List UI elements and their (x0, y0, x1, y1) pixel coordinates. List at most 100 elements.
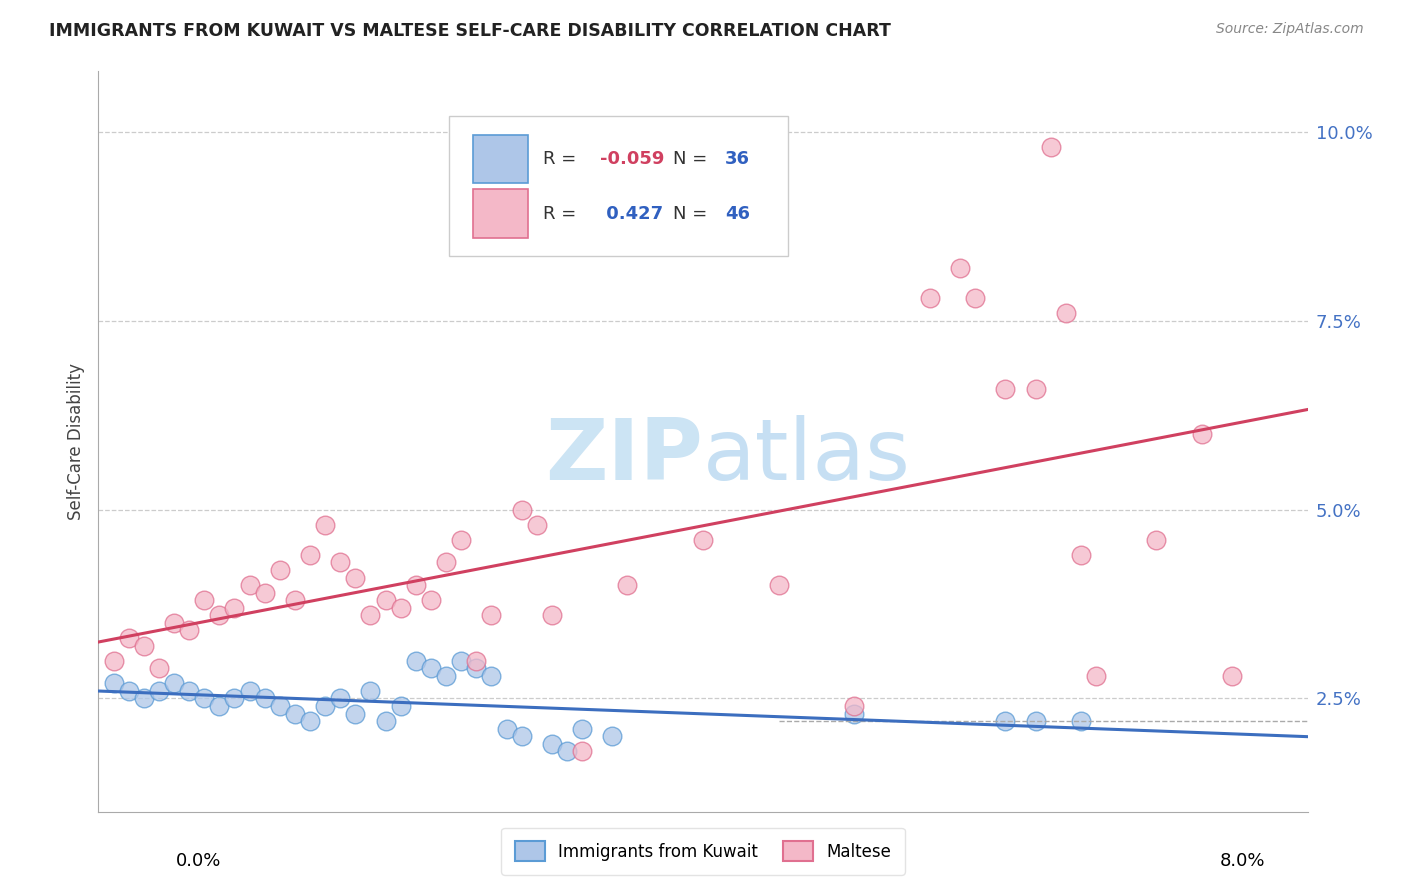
Point (965, 291, 987, 305)
Point (314, 517, 336, 532)
FancyBboxPatch shape (474, 189, 527, 237)
Text: 36: 36 (724, 150, 749, 168)
Point (844, 698, 866, 713)
Point (208, 698, 231, 713)
Point (1025, 714, 1047, 728)
Point (571, 722, 593, 736)
Point (193, 691, 215, 706)
Point (269, 563, 291, 577)
Point (299, 548, 322, 562)
Point (481, 608, 503, 623)
Point (179, 683, 201, 698)
Point (465, 661, 488, 675)
Point (329, 691, 352, 706)
Point (253, 691, 276, 706)
Point (360, 608, 382, 623)
Point (132, 691, 155, 706)
Point (360, 683, 382, 698)
Point (1191, 427, 1213, 442)
Text: R =: R = (543, 204, 582, 222)
Point (434, 669, 457, 683)
Point (299, 714, 322, 728)
Text: R =: R = (543, 150, 582, 168)
Point (193, 593, 215, 607)
Point (994, 382, 1017, 396)
Point (148, 683, 170, 698)
Point (1054, 306, 1077, 320)
Point (768, 578, 790, 592)
Text: atlas: atlas (703, 415, 911, 498)
Point (1220, 669, 1243, 683)
Text: 0.427: 0.427 (600, 204, 664, 222)
Point (918, 291, 941, 305)
Point (405, 578, 427, 592)
Point (1085, 669, 1108, 683)
Point (344, 570, 367, 584)
Text: IMMIGRANTS FROM KUWAIT VS MALTESE SELF-CARE DISABILITY CORRELATION CHART: IMMIGRANTS FROM KUWAIT VS MALTESE SELF-C… (49, 22, 891, 40)
Point (405, 654, 427, 668)
Point (1039, 140, 1062, 154)
Point (163, 615, 186, 630)
Point (540, 737, 562, 751)
Text: Source: ZipAtlas.com: Source: ZipAtlas.com (1216, 22, 1364, 37)
Point (329, 556, 352, 570)
FancyBboxPatch shape (449, 116, 787, 257)
Text: 0.0%: 0.0% (176, 852, 221, 870)
Point (420, 593, 443, 607)
Legend: Immigrants from Kuwait, Maltese: Immigrants from Kuwait, Maltese (502, 828, 904, 875)
Point (253, 585, 276, 599)
Point (224, 691, 246, 706)
Point (555, 744, 578, 758)
Point (224, 600, 246, 615)
Point (208, 608, 231, 623)
Point (571, 744, 593, 758)
Point (434, 556, 457, 570)
Point (1025, 382, 1047, 396)
Point (374, 714, 396, 728)
Point (389, 698, 412, 713)
Point (420, 661, 443, 675)
Point (374, 593, 396, 607)
Point (103, 654, 125, 668)
FancyBboxPatch shape (474, 135, 527, 183)
Point (284, 706, 307, 721)
Text: 46: 46 (724, 204, 749, 222)
Point (526, 517, 548, 532)
Y-axis label: Self-Care Disability: Self-Care Disability (66, 363, 84, 520)
Point (269, 698, 291, 713)
Point (163, 676, 186, 690)
Point (465, 654, 488, 668)
Point (1146, 533, 1168, 547)
Point (284, 593, 307, 607)
Point (148, 661, 170, 675)
Point (844, 706, 866, 721)
Point (118, 683, 141, 698)
Point (389, 600, 412, 615)
Point (994, 714, 1017, 728)
Text: N =: N = (672, 204, 713, 222)
Text: 8.0%: 8.0% (1220, 852, 1265, 870)
Point (450, 533, 472, 547)
Point (103, 676, 125, 690)
Text: -0.059: -0.059 (600, 150, 665, 168)
Point (692, 533, 714, 547)
Text: N =: N = (672, 150, 713, 168)
Point (450, 654, 472, 668)
Point (616, 578, 638, 592)
Point (118, 631, 141, 645)
Point (602, 729, 624, 743)
Point (344, 706, 367, 721)
Point (481, 669, 503, 683)
Point (510, 729, 533, 743)
Point (1070, 548, 1092, 562)
Text: ZIP: ZIP (546, 415, 703, 498)
Point (510, 502, 533, 516)
Point (949, 260, 972, 275)
Point (239, 683, 262, 698)
Point (1070, 714, 1092, 728)
Point (540, 608, 562, 623)
Point (239, 578, 262, 592)
Point (495, 722, 517, 736)
Point (132, 639, 155, 653)
Point (314, 698, 336, 713)
